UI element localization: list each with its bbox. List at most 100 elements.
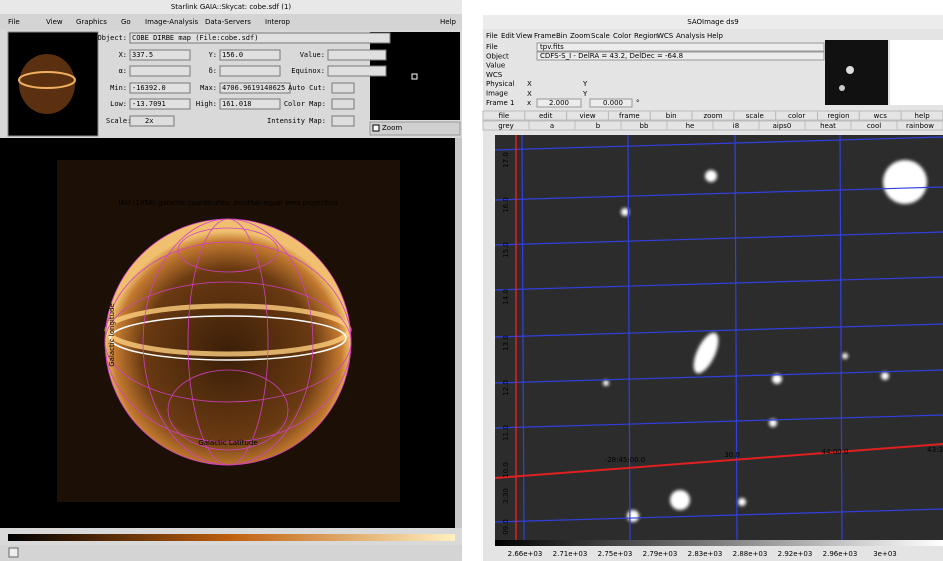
menu-item[interactable]: Frame <box>534 32 556 40</box>
info-label: Image <box>486 90 508 98</box>
button-label[interactable]: edit <box>539 112 553 120</box>
option-button[interactable] <box>331 82 355 94</box>
dec-label: 13.0 <box>502 335 510 351</box>
ra-label: 43:3 <box>927 446 943 454</box>
menu-item[interactable]: View <box>46 18 63 26</box>
colormap-label[interactable]: cool <box>867 122 881 130</box>
menu-item[interactable]: Region <box>634 32 658 40</box>
button-label[interactable]: wcs <box>874 112 888 120</box>
field-label: Max: <box>200 84 217 92</box>
info-label: Value <box>486 62 505 70</box>
button-label[interactable]: file <box>499 112 510 120</box>
menu-item[interactable]: Help <box>707 32 724 40</box>
angle-unit: ° <box>636 99 640 107</box>
menu-item[interactable]: File <box>8 18 20 26</box>
colormap-label[interactable]: he <box>686 122 695 130</box>
right-window <box>483 15 943 561</box>
colorbar-label: 2.88e+03 <box>733 550 768 558</box>
file-box <box>536 42 825 52</box>
button-label[interactable]: zoom <box>703 112 722 120</box>
object-box <box>536 51 825 61</box>
field-box <box>327 49 387 61</box>
menu-item[interactable]: Interop <box>265 18 291 26</box>
ra-label: 30.0 <box>724 451 740 459</box>
field-value: 161.018 <box>222 100 252 108</box>
menu-item[interactable]: Edit <box>501 32 515 40</box>
field-box <box>219 82 291 94</box>
info-label: Frame 1 <box>486 99 515 107</box>
field-box <box>129 32 391 44</box>
scale-label: Scale: <box>106 117 131 125</box>
dec-label: 16.0 <box>502 197 510 213</box>
colormap-label[interactable]: b <box>596 122 601 130</box>
colormap-label[interactable]: i8 <box>733 122 739 130</box>
dec-label: 11.0 <box>502 425 510 441</box>
scale-menu[interactable] <box>129 115 175 127</box>
colorbar-label: 2.92e+03 <box>778 550 813 558</box>
coord-letter: Y <box>582 80 588 88</box>
button-label[interactable]: scale <box>746 112 764 120</box>
colorbar-label: 2.83e+03 <box>688 550 723 558</box>
menu-item[interactable]: Image-Analysis <box>145 18 198 26</box>
y-axis-label: Galactic longitude <box>108 303 116 367</box>
colorbar-label: 2.66e+03 <box>508 550 543 558</box>
button-label[interactable]: region <box>827 112 849 120</box>
menu-item[interactable]: Analysis <box>676 32 705 40</box>
coord-letter: Y <box>582 90 588 98</box>
x-axis-label: Galactic Latitude <box>198 439 257 447</box>
button-label[interactable]: bin <box>666 112 677 120</box>
button-label[interactable]: frame <box>619 112 640 120</box>
field-box <box>219 49 281 61</box>
field-label: Value: <box>300 51 325 59</box>
menu-item[interactable]: Graphics <box>76 18 107 26</box>
field-label: Object: <box>97 34 127 42</box>
zoom-label: Zoom <box>382 124 402 132</box>
menu-item[interactable]: Scale <box>591 32 610 40</box>
field-box <box>219 98 281 110</box>
menu-item[interactable]: Go <box>121 18 131 26</box>
menu-item[interactable]: Help <box>440 18 457 26</box>
field-value: 156.0 <box>222 51 243 59</box>
colormap-label[interactable]: grey <box>498 122 514 130</box>
dec-label: 17.0 <box>502 152 510 168</box>
menu-item[interactable]: Color <box>613 32 631 40</box>
menu-item[interactable]: Data-Servers <box>205 18 251 26</box>
menu-item[interactable]: WCS <box>657 32 674 40</box>
button-label[interactable]: view <box>579 112 595 120</box>
option-label: Auto Cut: <box>288 84 326 92</box>
object-value: CDFS-S_I - DelRA = 43.2, DelDec = -64.8 <box>540 52 683 60</box>
angle-box <box>589 98 633 108</box>
file-value: tpv.fits <box>540 43 564 51</box>
button[interactable] <box>900 110 943 121</box>
button-label[interactable]: help <box>915 112 931 120</box>
option-button[interactable] <box>331 98 355 110</box>
colormap-label[interactable]: a <box>550 122 554 130</box>
dec-label: 12.0 <box>502 380 510 396</box>
dec-label: 10.0 <box>502 462 510 478</box>
field-label: X: <box>119 51 127 59</box>
colorbar-label: 3e+03 <box>873 550 897 558</box>
option-label: Intensity Map: <box>267 117 326 125</box>
menu-item[interactable]: Zoom <box>570 32 590 40</box>
zoom-value: 2.000 <box>549 99 569 107</box>
menu-item[interactable]: Bin <box>556 32 567 40</box>
option-label: Color Map: <box>284 100 326 108</box>
field-label: Equinox: <box>291 67 325 75</box>
menu-item[interactable]: File <box>486 32 498 40</box>
colormap-label[interactable]: rainbow <box>906 122 934 130</box>
field-value: 337.5 <box>132 51 153 59</box>
field-box <box>129 49 191 61</box>
dec-label: 09.0 <box>502 519 510 535</box>
button-label[interactable]: color <box>788 112 805 120</box>
field-label: Y: <box>209 51 217 59</box>
colorbar-label: 2.79e+03 <box>643 550 678 558</box>
menu-item[interactable]: View <box>516 32 533 40</box>
field-label: Min: <box>110 84 127 92</box>
option-button[interactable] <box>331 115 355 127</box>
colormap-button[interactable] <box>896 120 943 131</box>
colormap-label[interactable]: heat <box>820 122 836 130</box>
colormap-label[interactable]: aips0 <box>773 122 792 130</box>
field-label: Low: <box>110 100 127 108</box>
colormap-label[interactable]: bb <box>640 122 649 130</box>
info-label: File <box>486 43 498 51</box>
